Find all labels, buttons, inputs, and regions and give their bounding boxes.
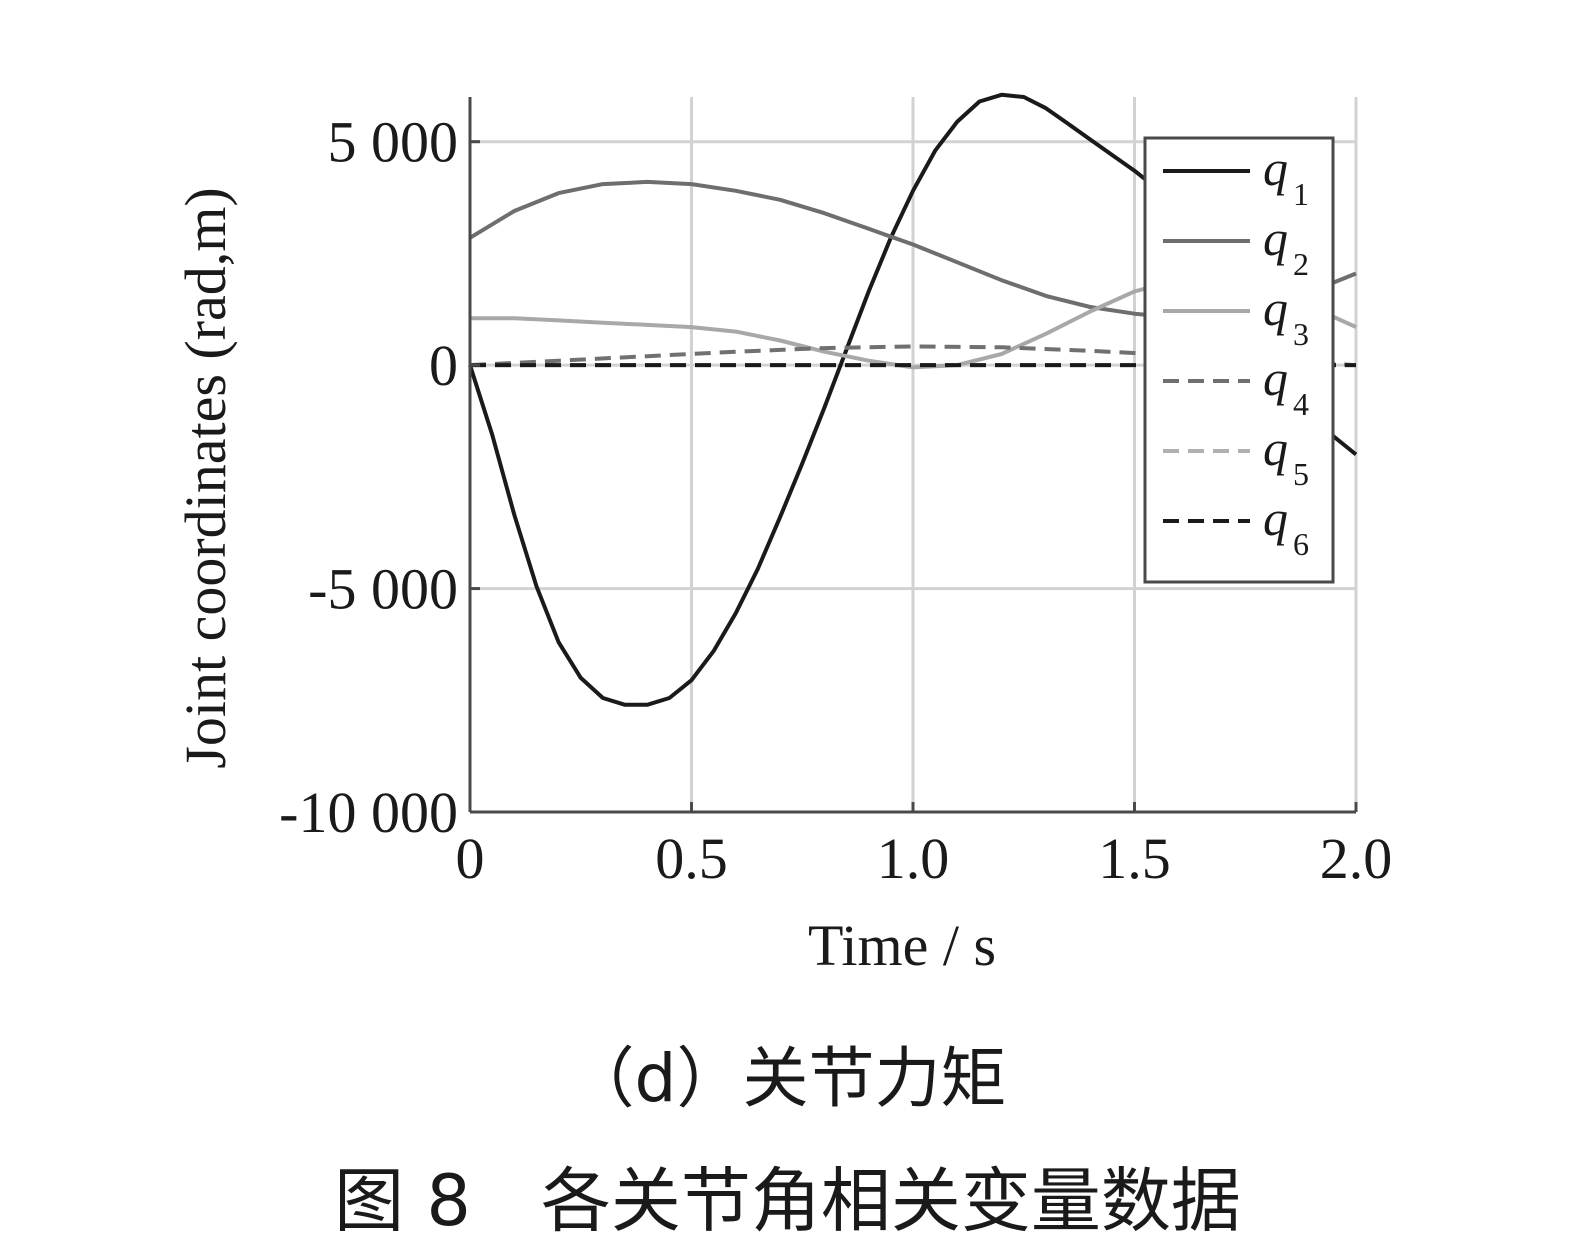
legend-label-q6: q — [1263, 490, 1288, 546]
legend-label-q1: q — [1263, 140, 1288, 196]
legend: q 1q 2q 3q 4q 5q 6 — [1143, 136, 1335, 584]
x-tick-label: 1.5 — [1098, 826, 1171, 891]
y-tick-label: 5 000 — [328, 110, 459, 175]
axes — [468, 97, 1358, 814]
legend-sub-q6: 6 — [1293, 526, 1309, 562]
legend-sub-q4: 4 — [1293, 386, 1309, 422]
x-tick-label: 0.5 — [655, 826, 728, 891]
x-tick-label: 0 — [456, 826, 485, 891]
legend-box — [1143, 136, 1335, 584]
legend-label-q3: q — [1263, 280, 1288, 336]
legend-label-q4: q — [1263, 350, 1288, 406]
y-tick-label: 0 — [429, 333, 458, 398]
legend-label-q5: q — [1263, 420, 1288, 476]
tick-labels: 0 0.5 1.0 1.5 2.0 -10 000 -5 000 0 5 000 — [279, 110, 1392, 891]
x-axis-label: Time / s — [808, 913, 996, 978]
y-tick-label: -10 000 — [279, 780, 458, 845]
grid — [470, 97, 1358, 812]
legend-sub-q1: 1 — [1293, 176, 1309, 212]
y-axis-label: Joint coordinates (rad,m) — [173, 187, 238, 768]
x-tick-label: 1.0 — [877, 826, 950, 891]
y-tick-label: -5 000 — [308, 557, 458, 622]
legend-sub-q2: 2 — [1293, 246, 1309, 282]
subfigure-caption: （d）关节力矩 — [568, 1040, 1007, 1117]
legend-sub-q5: 5 — [1293, 456, 1309, 492]
figure-caption: 图 8 各关节角相关变量数据 — [334, 1160, 1241, 1242]
x-tick-label: 2.0 — [1320, 826, 1393, 891]
legend-sub-q3: 3 — [1293, 316, 1309, 352]
legend-items: q 1q 2q 3q 4q 5q 6 — [1163, 140, 1309, 562]
legend-label-q2: q — [1263, 210, 1288, 266]
